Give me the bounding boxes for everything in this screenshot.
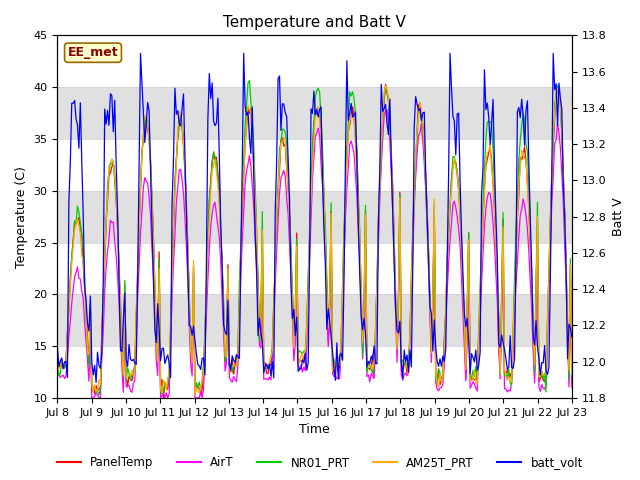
Y-axis label: Temperature (C): Temperature (C) <box>15 166 28 267</box>
Text: EE_met: EE_met <box>68 46 118 59</box>
Bar <box>58 294 572 346</box>
Bar <box>58 191 572 242</box>
X-axis label: Time: Time <box>300 423 330 436</box>
Title: Temperature and Batt V: Temperature and Batt V <box>223 15 406 30</box>
Y-axis label: Batt V: Batt V <box>612 197 625 236</box>
Bar <box>58 87 572 139</box>
Legend: PanelTemp, AirT, NR01_PRT, AM25T_PRT, batt_volt: PanelTemp, AirT, NR01_PRT, AM25T_PRT, ba… <box>52 452 588 474</box>
